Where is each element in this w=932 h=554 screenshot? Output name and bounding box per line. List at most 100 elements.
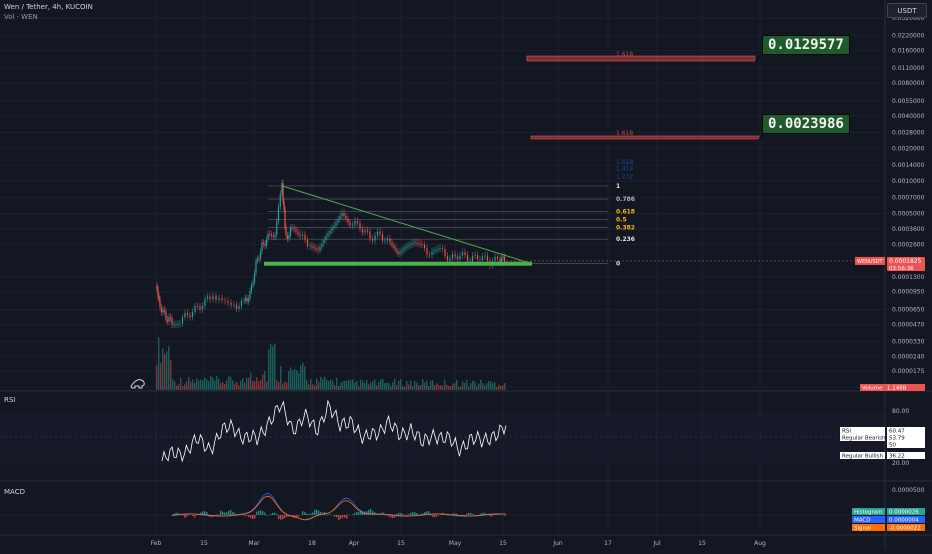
volume-bar <box>258 381 259 390</box>
fib-level-label: 0.236 <box>616 236 635 243</box>
price-axis-label: 0.0014000 <box>892 162 925 169</box>
volume-bar <box>362 380 363 390</box>
volume-bar <box>190 382 191 390</box>
candle-body <box>477 255 478 259</box>
volume-bar <box>318 382 319 390</box>
volume-bar <box>344 381 345 390</box>
volume-bar <box>204 377 205 390</box>
macd-histogram-bar <box>334 515 335 517</box>
volume-bar <box>210 376 211 390</box>
volume-bar <box>334 385 335 390</box>
macd-histogram-bar <box>346 515 347 519</box>
macd-histogram-bar <box>432 515 433 517</box>
volume-bar <box>330 380 331 390</box>
volume-bar <box>378 382 379 390</box>
candle-body <box>327 234 328 237</box>
macd-histogram-bar <box>252 515 253 519</box>
price-axis-label: 0.0028000 <box>892 130 925 137</box>
volume-bar <box>270 344 271 390</box>
volume-bar <box>188 377 189 390</box>
candle-body <box>285 227 286 235</box>
macd-histogram-bar <box>224 512 225 515</box>
volume-bar <box>312 384 313 390</box>
candle-body <box>189 315 190 317</box>
candle-body <box>215 296 216 300</box>
volume-bar <box>496 387 497 390</box>
volume-bar <box>450 386 451 390</box>
volume-bar <box>356 381 357 390</box>
candle-body <box>413 243 414 244</box>
price-axis-label: 0.0003600 <box>892 226 925 233</box>
candle-body <box>269 234 270 235</box>
macd-histogram-bar <box>316 510 317 515</box>
volume-bar <box>250 373 251 390</box>
volume-bar <box>420 385 421 390</box>
volume-bar <box>364 383 365 390</box>
volume-bar <box>236 382 237 390</box>
candle-body <box>384 241 385 242</box>
candle-body <box>254 273 255 282</box>
currency-badge[interactable]: USDT <box>887 3 927 18</box>
candle-body <box>245 298 246 300</box>
volume-bar <box>500 386 501 390</box>
volume-bar <box>208 381 209 390</box>
candle-body <box>317 249 318 250</box>
candle-body <box>311 246 312 247</box>
volume-bar <box>220 383 221 390</box>
candle-body <box>329 231 330 234</box>
candle-body <box>278 207 279 221</box>
volume-bar <box>168 346 169 390</box>
time-axis-label: May <box>449 540 462 547</box>
candle-body <box>409 245 410 246</box>
candle-body <box>192 312 193 317</box>
price-axis-label: 0.0007000 <box>892 195 925 202</box>
candle-body <box>218 298 219 300</box>
fib-level-label: 0.618 <box>616 209 635 216</box>
volume-bar <box>442 386 443 390</box>
volume-bar <box>360 380 361 390</box>
fib-extension-label: 1.414 <box>616 166 633 173</box>
macd-histogram-bar <box>466 514 467 515</box>
volume-bar <box>404 387 405 390</box>
volume-bar <box>202 380 203 390</box>
candle-body <box>182 317 183 323</box>
candle-body <box>323 240 324 244</box>
macd-histogram-bar <box>338 515 339 520</box>
candle-body <box>227 301 228 303</box>
volume-bar <box>440 385 441 390</box>
candle-body <box>187 313 188 315</box>
volume-bar <box>474 382 475 390</box>
macd-histogram-bar <box>262 511 263 515</box>
candle-body <box>267 234 268 239</box>
volume-bar <box>394 379 395 390</box>
volume-bar <box>386 383 387 390</box>
volume-bar <box>446 385 447 390</box>
candle-body <box>171 318 172 325</box>
macd-histogram-bar <box>340 515 341 519</box>
macd-histogram-bar <box>232 512 233 515</box>
macd-histogram-bar <box>258 511 259 515</box>
time-axis-label: Apr <box>349 540 360 547</box>
fib-extension-label: 1.272 <box>616 173 633 180</box>
candle-body <box>266 239 267 245</box>
candle-body <box>168 317 169 321</box>
candle-body <box>175 324 176 325</box>
macd-histogram-bar <box>310 514 311 515</box>
candle-body <box>415 243 416 244</box>
volume-bar <box>182 386 183 390</box>
volume-bar <box>352 379 353 390</box>
macd-histogram-bar <box>284 515 285 518</box>
macd-histogram-bar <box>468 513 469 515</box>
fib-level-label: 0.5 <box>616 217 627 224</box>
volume-bar <box>412 386 413 390</box>
volume-bar <box>166 351 167 390</box>
volume-bar <box>406 381 407 390</box>
volume-bar <box>260 380 261 390</box>
volume-bar <box>408 385 409 390</box>
symbol-tag: WENUSDT <box>857 259 884 265</box>
volume-bar <box>470 383 471 390</box>
candle-body <box>287 235 288 238</box>
volume-bar <box>304 366 305 390</box>
